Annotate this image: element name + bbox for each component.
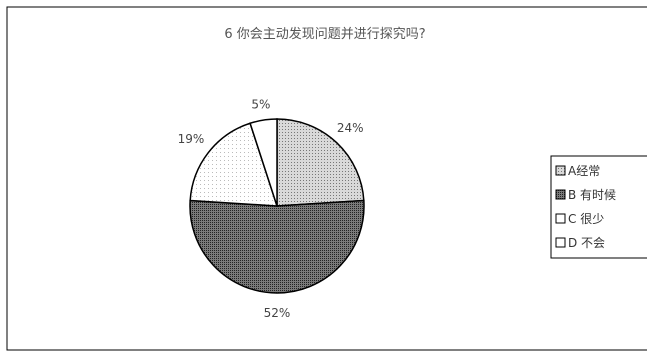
pie-data-labels: 24% 52% 19% 5% [178, 97, 364, 320]
legend-swatch-a [555, 165, 566, 176]
legend-border [550, 155, 647, 259]
legend-label-d: D 不会 [568, 236, 605, 250]
legend-label-b: B 有时候 [568, 188, 616, 202]
pie-slices [189, 118, 365, 294]
data-label-c: 19% [178, 132, 205, 146]
slice-d [249, 118, 278, 207]
slice-b [189, 199, 365, 294]
legend: A经常 B 有时候 C 很少 D 不会 [550, 155, 647, 259]
legend-swatch-b [555, 189, 566, 200]
data-label-d: 5% [251, 97, 270, 111]
slice-a [276, 118, 365, 207]
chart-title: 6 你会主动发现问题并进行探究吗? [224, 26, 425, 42]
legend-swatch-c [555, 213, 566, 224]
data-label-b: 52% [264, 306, 291, 320]
data-label-a: 24% [337, 121, 364, 135]
chart-border [6, 6, 647, 351]
legend-label-a: A经常 [568, 164, 600, 178]
slice-c [189, 122, 279, 207]
legend-swatch-d [555, 237, 566, 248]
legend-label-c: C 很少 [568, 212, 604, 226]
